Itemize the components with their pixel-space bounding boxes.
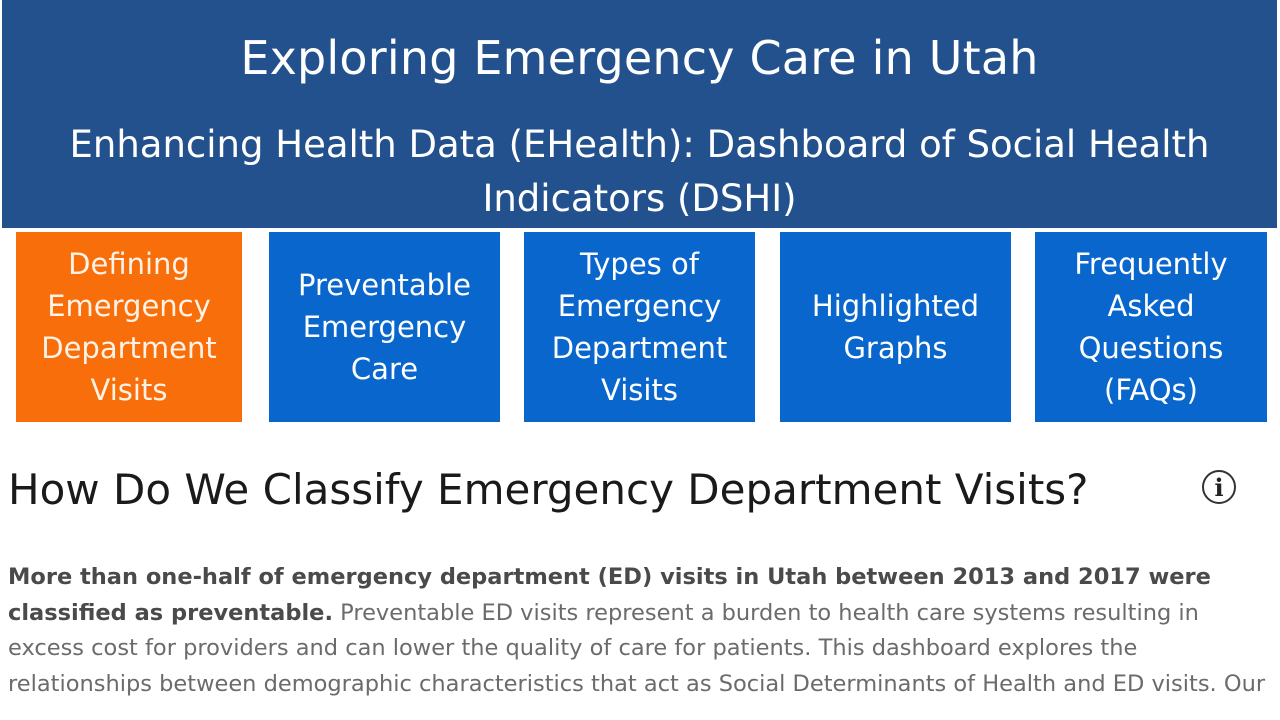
nav-tile-preventable-care[interactable]: Preventable Emergency Care: [269, 232, 500, 422]
nav-tile-label: Preventable Emergency Care: [298, 268, 471, 386]
page-title: Exploring Emergency Care in Utah: [240, 31, 1039, 85]
nav-tile-label: Types of Emergency Department Visits: [551, 247, 728, 407]
section-heading: How Do We Classify Emergency Department …: [8, 465, 1089, 514]
header-banner: Exploring Emergency Care in Utah Enhanci…: [2, 0, 1277, 228]
nav-tile-label: Frequently Asked Questions (FAQs): [1074, 247, 1228, 407]
page-subtitle: Enhancing Health Data (EHealth): Dashboa…: [69, 123, 1210, 220]
nav-tile-faqs[interactable]: Frequently Asked Questions (FAQs): [1035, 232, 1267, 422]
nav-tile-label: Defining Emergency Department Visits: [41, 247, 217, 407]
nav-tile-label: Highlighted Graphs: [811, 289, 980, 365]
nav-tile-types-of-ed-visits[interactable]: Types of Emergency Department Visits: [524, 232, 755, 422]
intro-body-text: Preventable ED visits represent a burden…: [8, 599, 1266, 697]
intro-lead-text: More than one-half of emergency departme…: [8, 564, 1211, 626]
nav-tile-defining-ed-visits[interactable]: Defining Emergency Department Visits: [16, 232, 242, 422]
intro-paragraph: More than one-half of emergency departme…: [8, 560, 1270, 702]
nav-tile-highlighted-graphs[interactable]: Highlighted Graphs: [780, 232, 1011, 422]
info-icon[interactable]: i: [1202, 470, 1236, 504]
